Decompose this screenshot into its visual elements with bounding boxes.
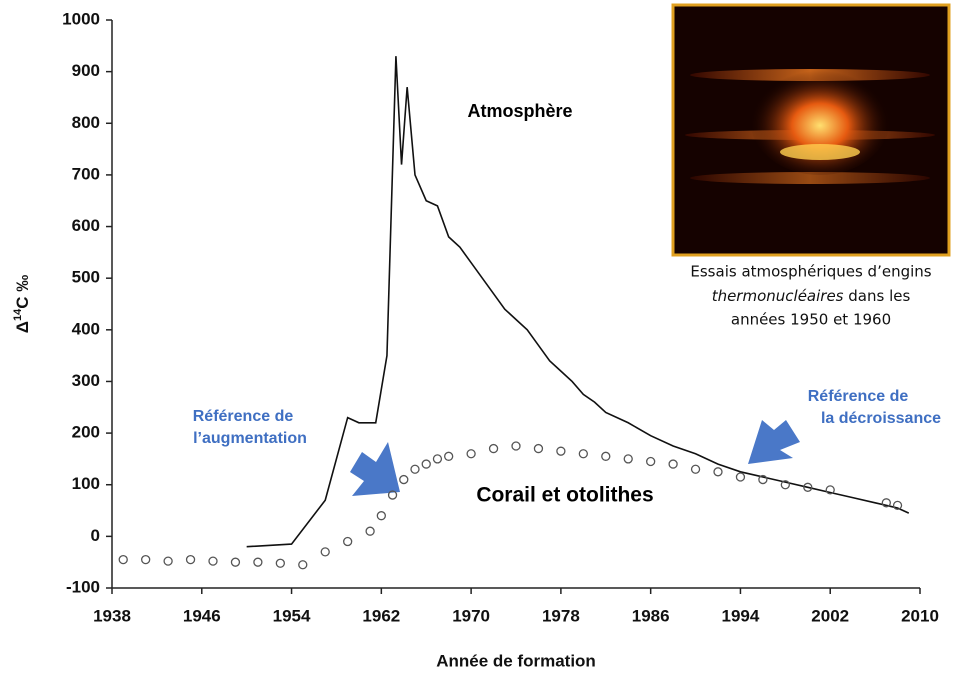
y-label-part: C ‰ <box>13 275 32 309</box>
chart: Essais atmosphériques d’engins thermonuc… <box>0 0 979 675</box>
arrow <box>748 420 800 464</box>
point <box>534 445 542 453</box>
point <box>467 450 475 458</box>
point <box>187 556 195 564</box>
point <box>276 559 284 567</box>
y-tick-label: 0 <box>91 526 100 545</box>
x-tick-label: 1986 <box>632 606 670 625</box>
annotation: Référence de <box>193 408 294 425</box>
point <box>445 452 453 460</box>
point <box>164 557 172 565</box>
point <box>422 460 430 468</box>
x-tick-label: 1978 <box>542 606 580 625</box>
point <box>119 556 127 564</box>
point <box>692 465 700 473</box>
series-label: Corail et otolithes <box>476 484 653 507</box>
point <box>579 450 587 458</box>
y-tick-label: -100 <box>66 577 100 596</box>
point <box>142 556 150 564</box>
y-axis-label: Δ14C ‰ <box>12 275 33 333</box>
point <box>647 457 655 465</box>
point <box>254 558 262 566</box>
caption-italic: thermonucléaires <box>712 287 844 305</box>
point <box>557 447 565 455</box>
y-tick-label: 100 <box>72 474 100 493</box>
y-tick-label: 500 <box>72 268 100 287</box>
caption: thermonucléaires dans les <box>712 287 911 305</box>
x-tick-label: 2002 <box>811 606 849 625</box>
point <box>624 455 632 463</box>
point <box>321 548 329 556</box>
point <box>736 473 744 481</box>
y-tick-label: 200 <box>72 423 100 442</box>
x-tick-label: 1946 <box>183 606 221 625</box>
point <box>366 527 374 535</box>
point <box>490 445 498 453</box>
y-tick-label: 1000 <box>62 9 100 28</box>
caption: années 1950 et 1960 <box>731 311 891 329</box>
caption: Essais atmosphériques d’engins <box>690 263 931 281</box>
x-tick-label: 1962 <box>362 606 400 625</box>
x-tick-label: 1954 <box>273 606 311 625</box>
point <box>400 476 408 484</box>
x-axis-label: Année de formation <box>436 651 596 670</box>
point <box>209 557 217 565</box>
y-tick-label: 300 <box>72 371 100 390</box>
annotation: l’augmentation <box>193 430 307 447</box>
point <box>377 512 385 520</box>
point <box>344 538 352 546</box>
point <box>669 460 677 468</box>
series-label: Atmosphère <box>467 101 572 121</box>
point <box>411 465 419 473</box>
point <box>512 442 520 450</box>
y-tick-label: 700 <box>72 164 100 183</box>
annotation: Référence de <box>808 388 909 405</box>
photo <box>673 5 949 255</box>
x-tick-label: 1994 <box>722 606 760 625</box>
y-tick-label: 600 <box>72 216 100 235</box>
y-label-sup: 14 <box>12 308 24 321</box>
point <box>602 452 610 460</box>
x-tick-label: 1938 <box>93 606 131 625</box>
y-tick-label: 900 <box>72 61 100 80</box>
arrow <box>350 442 400 496</box>
annotation: la décroissance <box>821 410 941 427</box>
point <box>299 561 307 569</box>
point <box>433 455 441 463</box>
y-label-part: Δ <box>13 321 32 333</box>
x-tick-label: 2010 <box>901 606 939 625</box>
x-tick-label: 1970 <box>452 606 490 625</box>
y-tick-label: 800 <box>72 113 100 132</box>
point <box>231 558 239 566</box>
caption: dans les <box>848 287 910 305</box>
y-tick-label: 400 <box>72 319 100 338</box>
point <box>714 468 722 476</box>
